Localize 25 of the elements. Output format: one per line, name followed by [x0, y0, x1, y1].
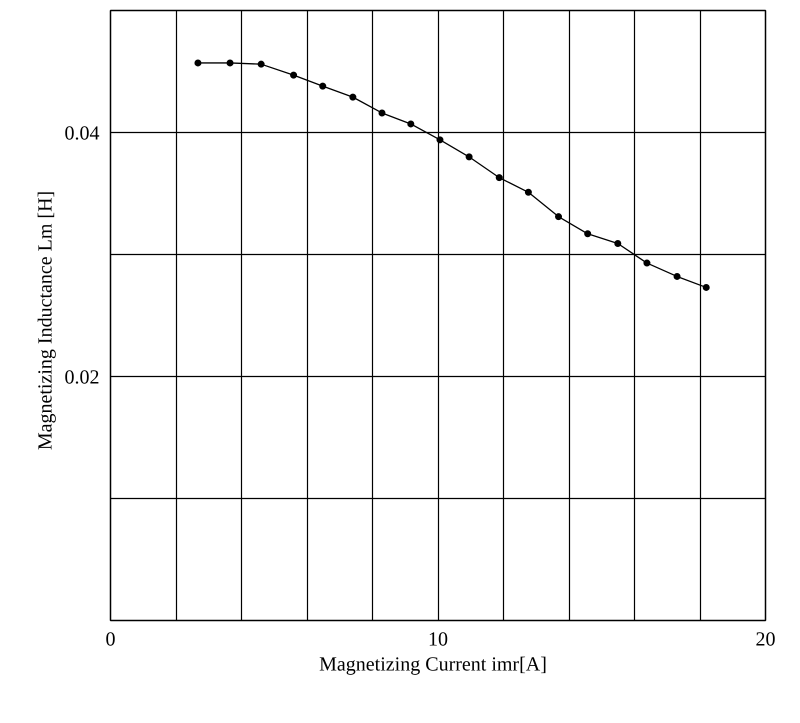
point: [702, 284, 710, 291]
x-tick-label: 10: [428, 628, 448, 650]
point: [290, 72, 298, 79]
point: [584, 230, 592, 238]
point: [407, 120, 414, 128]
point: [524, 188, 532, 196]
x-tick-label: 0: [106, 628, 116, 650]
y-tick-label: 0.02: [64, 366, 100, 388]
point: [643, 260, 650, 267]
point: [258, 60, 265, 68]
point: [226, 59, 234, 66]
y-axis-title: Magnetizing Inductance Lm [H]: [34, 190, 56, 450]
x-axis-title: Magnetizing Current imr[A]: [319, 654, 547, 676]
point: [466, 153, 473, 160]
point: [378, 109, 386, 116]
y-tick-label: 0.04: [64, 122, 100, 144]
x-tick-label: 20: [756, 628, 776, 650]
point: [555, 213, 562, 220]
point: [614, 240, 622, 248]
point: [496, 174, 503, 182]
point: [194, 59, 202, 66]
point: [349, 94, 356, 101]
point: [436, 136, 444, 144]
point: [319, 82, 326, 90]
point: [674, 272, 681, 280]
